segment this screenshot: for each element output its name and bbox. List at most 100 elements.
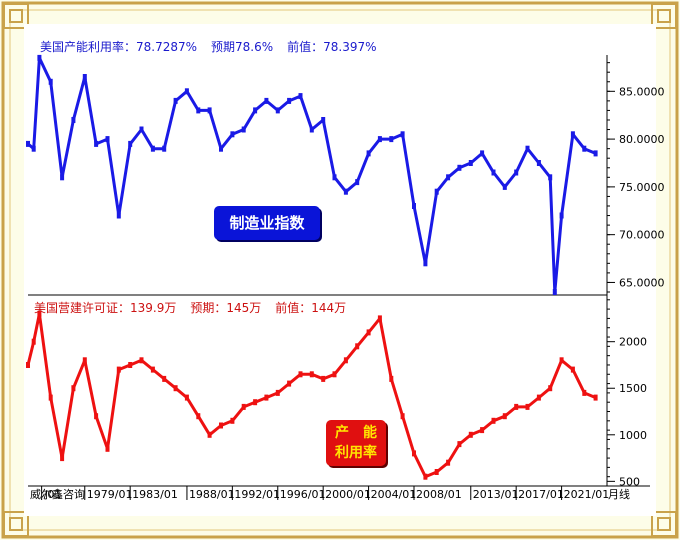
- data-point: [536, 394, 541, 401]
- data-point: [491, 417, 496, 424]
- data-point: [184, 88, 189, 95]
- data-point: [343, 188, 348, 195]
- data-point: [230, 417, 235, 424]
- bottom-header-value: 美国营建许可证：139.9万: [34, 301, 177, 315]
- data-point: [480, 150, 485, 157]
- x-tick-label: 2017/01: [518, 488, 564, 501]
- x-tick-label: 2013/01: [473, 488, 519, 501]
- data-point: [287, 97, 292, 104]
- data-point: [423, 473, 428, 480]
- data-point: [139, 357, 144, 364]
- data-point: [139, 126, 144, 133]
- data-point: [570, 366, 575, 373]
- data-point: [219, 145, 223, 152]
- bottom-badge-line1: 产 能: [335, 425, 377, 441]
- data-point: [548, 174, 553, 181]
- y-tick-label: 65.0000: [619, 276, 665, 289]
- series-line: [27, 56, 597, 294]
- y-tick-label: 500: [619, 475, 640, 488]
- x-tick-label: 1988/01: [189, 488, 235, 501]
- data-point: [552, 289, 557, 295]
- data-point: [559, 357, 564, 364]
- data-point: [343, 357, 348, 364]
- data-point: [196, 413, 201, 420]
- x-tick-label: 2004/01: [371, 488, 417, 501]
- data-point: [332, 371, 337, 378]
- data-point: [593, 394, 598, 401]
- data-point: [309, 371, 314, 378]
- data-point: [321, 117, 326, 123]
- top-header-previous: 前值：78.397%: [287, 40, 377, 54]
- bottom-panel-header: 美国营建许可证：139.9万 预期：145万 前值：144万: [34, 299, 360, 316]
- bottom-header-previous: 前值：144万: [275, 301, 347, 315]
- data-point: [536, 160, 541, 166]
- data-point: [309, 126, 314, 133]
- data-point: [400, 413, 405, 420]
- data-point: [514, 403, 519, 410]
- y-tick-label: 75.0000: [619, 181, 665, 194]
- y-tick-label: 80.0000: [619, 133, 665, 146]
- data-point: [491, 169, 496, 176]
- data-point: [105, 136, 110, 143]
- data-point: [219, 422, 223, 429]
- x-tick-label: 1996/01: [280, 488, 326, 501]
- data-point: [162, 145, 167, 152]
- data-point: [332, 174, 337, 181]
- data-point: [105, 445, 110, 452]
- top-header-forecast: 预期78.6%: [211, 40, 274, 54]
- data-point: [82, 74, 87, 80]
- data-point: [241, 126, 246, 133]
- y-tick-label: 1000: [619, 429, 647, 442]
- series-line: [26, 312, 597, 479]
- data-point: [241, 403, 246, 410]
- data-point: [82, 357, 87, 364]
- data-point: [423, 260, 428, 267]
- data-point: [150, 366, 155, 373]
- data-point: [400, 131, 405, 138]
- data-point: [128, 140, 133, 147]
- data-point: [355, 343, 360, 350]
- data-point: [446, 459, 451, 466]
- data-point: [434, 188, 439, 195]
- data-point: [207, 431, 212, 438]
- data-point: [26, 140, 30, 147]
- data-point: [582, 145, 587, 152]
- data-point: [207, 107, 212, 114]
- data-point: [173, 385, 178, 392]
- data-point: [389, 375, 394, 382]
- data-point: [570, 131, 575, 138]
- data-point: [412, 203, 416, 209]
- data-point: [502, 413, 507, 420]
- data-point: [446, 174, 451, 181]
- data-point: [559, 212, 564, 219]
- data-point: [162, 375, 167, 382]
- data-point: [366, 329, 371, 336]
- data-point: [31, 338, 36, 345]
- top-panel-badge: 制造业指数: [214, 206, 320, 240]
- data-point: [593, 150, 598, 157]
- x-tick-label: 2008/01: [416, 488, 462, 501]
- data-point: [37, 310, 42, 317]
- data-point: [434, 469, 439, 475]
- data-point: [264, 394, 269, 401]
- data-point: [514, 169, 519, 176]
- data-point: [355, 179, 360, 186]
- data-point: [150, 145, 155, 152]
- data-point: [275, 107, 280, 114]
- data-point: [48, 394, 53, 401]
- data-point: [468, 431, 473, 438]
- corner-ornament-icon: [3, 3, 677, 537]
- data-point: [389, 136, 394, 143]
- data-point: [457, 164, 462, 171]
- x-tick-label: /01: [44, 488, 62, 501]
- y-tick-label: 2000: [619, 336, 647, 349]
- bottom-header-forecast: 预期：145万: [190, 301, 262, 315]
- x-tick-label: 2021/01: [564, 488, 610, 501]
- data-point: [377, 315, 382, 322]
- y-tick-label: 1500: [619, 382, 647, 395]
- data-point: [31, 145, 36, 152]
- data-point: [184, 394, 189, 401]
- data-point: [502, 183, 507, 190]
- data-point: [275, 389, 280, 396]
